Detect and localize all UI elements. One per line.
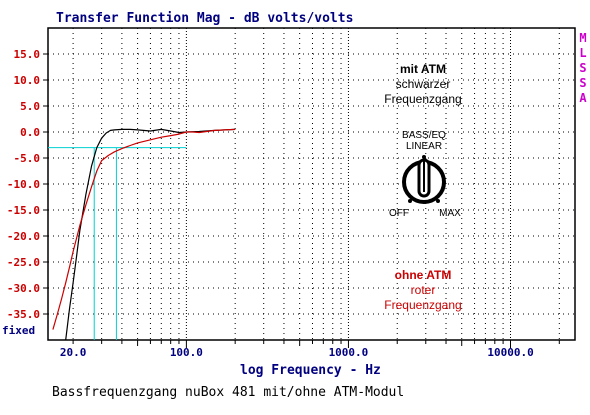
chart-title: Transfer Function Mag - dB volts/volts [56, 11, 353, 26]
y-tick-label-1: 10.0 [14, 74, 41, 87]
knob-indicator-dot [422, 155, 426, 159]
series-line-1 [65, 128, 236, 341]
knob-label-2: LINEAR [406, 141, 442, 152]
y-tick-label-5: -10.0 [7, 178, 40, 191]
side-letter-3: S [579, 61, 586, 75]
annotation-black-line-1: schwarzer [396, 77, 451, 91]
y-tick-label-4: -5.0 [14, 152, 41, 165]
knob-off-label: OFF [389, 208, 409, 219]
knob-max-label: MAX [439, 208, 461, 219]
y-bottom-label: fixed [2, 324, 35, 337]
x-tick-labels: 20.0 100.0 1000.0 10000.0 [60, 346, 534, 359]
y-tick-label-7: -20.0 [7, 230, 40, 243]
x-tick-label-3: 10000.0 [487, 346, 533, 359]
y-tick-label-6: -15.0 [7, 204, 40, 217]
side-letter-4: S [579, 76, 586, 90]
caption: Bassfrequenzgang nuBox 481 mit/ohne ATM-… [52, 385, 404, 400]
y-tick-labels: 15.0 10.0 5.0 0.0 -5.0 -10.0 -15.0 -20.0 -25.0 -3… [7, 48, 40, 321]
knob-max-dot [436, 199, 440, 203]
knob-off-dot [408, 199, 412, 203]
x-axis-label: log Frequency - Hz [240, 363, 381, 378]
annotation-red: ohne ATM roter Frequenzgang [384, 268, 461, 312]
series-line-2 [52, 128, 236, 330]
series-group [52, 128, 236, 341]
annotation-red-title: ohne ATM [395, 268, 452, 282]
y-tick-label-9: -30.0 [7, 282, 40, 295]
x-tick-label-1: 100.0 [170, 346, 203, 359]
knob-label-1: BASS/EQ [402, 130, 446, 141]
side-letter-5: A [579, 91, 587, 105]
side-letter-2: L [579, 46, 586, 60]
annotation-red-line-1: roter [411, 283, 436, 297]
side-letter-1: M [579, 31, 586, 45]
annotation-black: mit ATM schwarzer Frequenzgang [384, 62, 461, 106]
y-tick-label-3: 0.0 [20, 126, 40, 139]
annotation-black-title: mit ATM [400, 62, 446, 76]
side-label: M L S S A [579, 31, 587, 105]
y-tick-label-8: -25.0 [7, 256, 40, 269]
x-tick-label-0: 20.0 [60, 346, 87, 359]
y-tick-label-0: 15.0 [14, 48, 41, 61]
plot-frame [47, 27, 576, 341]
y-tick-label-2: 5.0 [20, 100, 40, 113]
annotation-black-line-2: Frequenzgang [384, 92, 461, 106]
grid [43, 28, 575, 348]
annotation-red-line-2: Frequenzgang [384, 298, 461, 312]
x-tick-label-2: 1000.0 [329, 346, 369, 359]
bass-eq-knob: BASS/EQ LINEAR OFF MAX [389, 130, 461, 219]
y-tick-label-10: -35.0 [7, 308, 40, 321]
plot-border [47, 27, 576, 341]
